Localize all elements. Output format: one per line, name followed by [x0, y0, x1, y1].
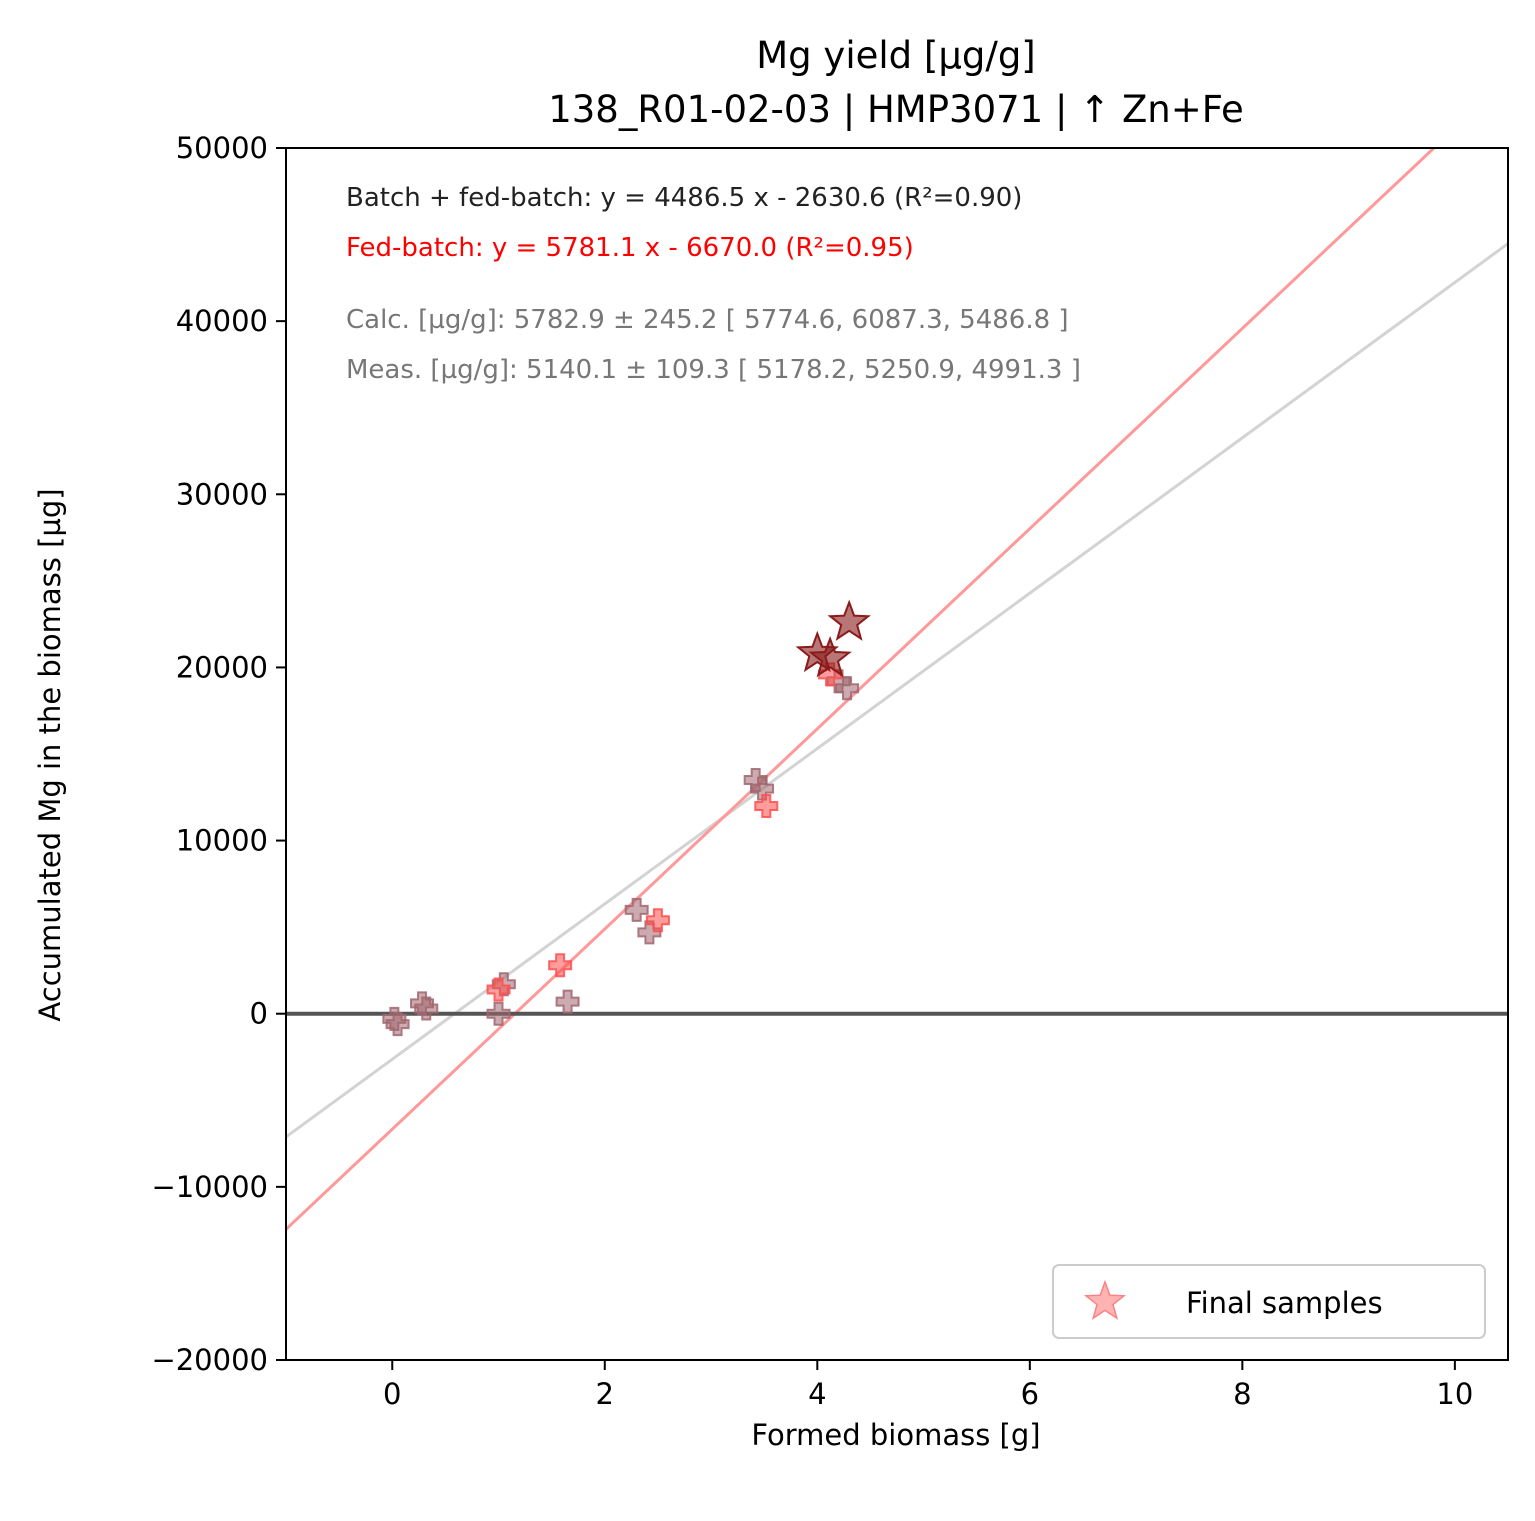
annotations: Batch + fed-batch: y = 4486.5 x - 2630.6… [346, 183, 1081, 385]
axes-frame [285, 147, 1509, 1361]
y-axis-label: Accumulated Mg in the biomass [µg] [33, 488, 67, 1021]
data-point-s0-4 [491, 972, 516, 997]
y-tick-label-0: −20000 [151, 1343, 268, 1377]
data-point-star-2 [827, 599, 871, 641]
annotation-2: Calc. [µg/g]: 5782.9 ± 245.2 [ 5774.6, 6… [346, 305, 1069, 335]
x-tick-label-5: 10 [1436, 1377, 1473, 1411]
data-point-s1-2 [645, 908, 670, 933]
chart-title: Mg yield [µg/g] [756, 34, 1036, 77]
data-point-s0-7 [624, 897, 649, 922]
data-point-s1-3 [754, 793, 779, 818]
legend-box [1052, 1264, 1486, 1339]
y-tick-label-3: 10000 [176, 824, 268, 858]
x-tick-label-1: 2 [596, 1377, 614, 1411]
y-tick-label-6: 40000 [176, 304, 268, 338]
data-point-s1-1 [548, 953, 573, 978]
data-point-s0-1 [385, 1012, 410, 1037]
y-ticks: −20000 −10000 0 10000 20000 30000 40000 50000 [151, 131, 286, 1377]
chart-subtitle: 138_R01-02-03 | HMP3071 | ↑ Zn+Fe [548, 88, 1244, 131]
y-tick-label-1: −10000 [151, 1170, 268, 1204]
legend: Final samples [1052, 1264, 1486, 1339]
annotation-0: Batch + fed-batch: y = 4486.5 x - 2630.6… [346, 183, 1022, 213]
fit-line-1 [286, 148, 1437, 1231]
data-point-s0-3 [414, 996, 439, 1021]
x-tick-label-4: 8 [1233, 1377, 1251, 1411]
x-tick-label-2: 4 [808, 1377, 826, 1411]
data-point-star-1 [808, 635, 852, 678]
data-point-s0-12 [835, 676, 860, 701]
legend-label-final-samples: Final samples [1186, 1286, 1383, 1320]
data-point-s0-5 [486, 1001, 511, 1026]
y-tick-label-5: 30000 [176, 477, 268, 511]
x-tick-label-0: 0 [383, 1377, 401, 1411]
plot-area [286, 148, 1508, 1231]
data-point-s1-0 [486, 977, 511, 1002]
legend-star-icon [1083, 1279, 1127, 1320]
x-axis-label: Formed biomass [g] [751, 1418, 1040, 1452]
annotation-3: Meas. [µg/g]: 5140.1 ± 109.3 [ 5178.2, 5… [346, 355, 1081, 385]
y-tick-label-4: 20000 [176, 650, 268, 684]
y-tick-label-7: 50000 [176, 131, 268, 165]
x-tick-label-3: 6 [1021, 1377, 1039, 1411]
data-point-s0-6 [555, 989, 580, 1014]
annotation-1: Fed-batch: y = 5781.1 x - 6670.0 (R²=0.9… [346, 233, 914, 263]
y-tick-label-2: 0 [250, 997, 268, 1031]
x-ticks: 0 2 4 6 8 10 [383, 1360, 1473, 1411]
